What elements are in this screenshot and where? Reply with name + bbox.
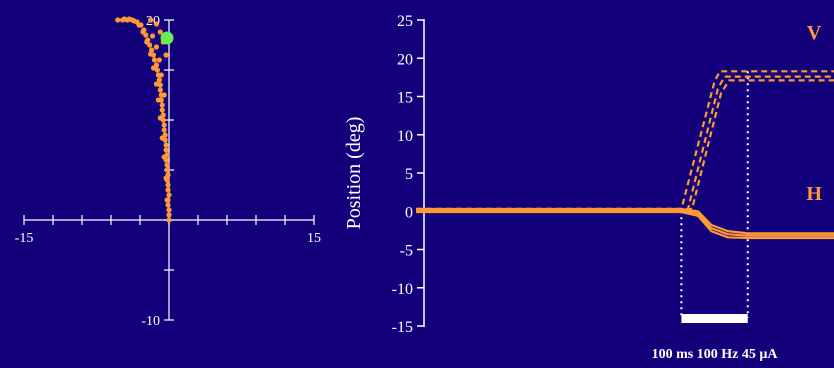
- trajectory-point: [163, 142, 169, 148]
- horizontal-position-trace: [416, 207, 834, 235]
- trajectory-point: [159, 135, 165, 141]
- stimulus-bar: [681, 314, 748, 323]
- y-tick-label: 10: [397, 128, 413, 145]
- trajectory-point: [161, 92, 167, 98]
- y-tick-label: -10: [392, 281, 413, 298]
- trajectory-point: [157, 115, 163, 121]
- trajectory-point: [166, 217, 172, 223]
- trajectory-point: [166, 207, 172, 213]
- y-tick-label: 25: [397, 13, 413, 30]
- stimulus-label: 100 ms 100 Hz 45 µA: [652, 347, 779, 362]
- trajectory-point: [159, 102, 165, 108]
- trajectory-point: [148, 17, 154, 23]
- y-tick-label: 15: [397, 90, 413, 107]
- trajectory-point: [159, 107, 165, 113]
- trajectory-point: [156, 57, 162, 63]
- y-tick-label: 5: [405, 166, 413, 183]
- trajectory-point: [161, 122, 167, 128]
- trajectory-point: [149, 33, 156, 39]
- trajectory-point: [165, 182, 171, 188]
- vertical-position-trace: [416, 79, 834, 211]
- trajectory-point: [163, 147, 169, 153]
- trajectory-point: [161, 127, 167, 133]
- position-time-plot: 25 20 15 10 5 0 -5 -10 -15 Position (deg) 100 ms 1…: [343, 13, 834, 362]
- trajectory-point: [163, 52, 169, 58]
- trajectory-point: [153, 81, 160, 87]
- horizontal-position-trace: [416, 209, 834, 237]
- trajectory-point: [157, 29, 163, 35]
- trajectory-point: [166, 192, 172, 198]
- trajectory-point: [153, 44, 160, 50]
- trajectory-point: [164, 162, 170, 168]
- trajectory-point: [115, 17, 121, 23]
- trajectory-point: [158, 72, 164, 78]
- y-tick-label: 20: [146, 14, 160, 29]
- y-tick-label: -5: [400, 243, 413, 260]
- trajectory-point: [156, 77, 162, 83]
- trajectory-point: [148, 51, 154, 57]
- trajectory-point: [164, 167, 170, 173]
- trajectory-point: [136, 22, 142, 28]
- horizontal-position-trace: [416, 210, 834, 240]
- trajectory-point: [163, 175, 169, 181]
- trace-label-v: V: [807, 22, 822, 44]
- trajectory-point: [153, 21, 160, 27]
- trajectory-point: [144, 39, 150, 45]
- y-tick-label: 20: [397, 51, 413, 68]
- end-marker-point: [160, 31, 174, 45]
- y-tick-label: -10: [141, 314, 160, 329]
- vertical-position-trace: [416, 75, 834, 211]
- trajectory-point: [155, 97, 161, 103]
- trajectory-plot: -15 15 20 -10: [15, 14, 321, 329]
- trajectory-point: [150, 65, 157, 71]
- y-tick-label: 0: [405, 204, 413, 221]
- x-tick-label: 15: [307, 231, 321, 246]
- trajectory-point: [165, 202, 171, 208]
- trajectory-point: [165, 187, 171, 193]
- trace-label-h: H: [806, 183, 822, 205]
- x-tick-label: -15: [15, 231, 34, 246]
- trajectory-point: [157, 87, 163, 93]
- trajectory-point: [140, 29, 146, 35]
- trajectory-point: [149, 47, 155, 53]
- trajectory-point: [161, 154, 167, 160]
- y-axis-title: Position (deg): [343, 117, 365, 230]
- trajectory-point: [126, 16, 132, 22]
- vertical-position-trace: [416, 70, 834, 211]
- trajectory-point: [131, 18, 137, 24]
- trajectory-point: [164, 197, 170, 203]
- trajectory-point: [151, 57, 158, 63]
- trajectory-point: [154, 67, 160, 73]
- trajectory-point: [121, 16, 128, 22]
- trajectory-point: [166, 212, 172, 218]
- y-tick-label: -15: [392, 319, 413, 336]
